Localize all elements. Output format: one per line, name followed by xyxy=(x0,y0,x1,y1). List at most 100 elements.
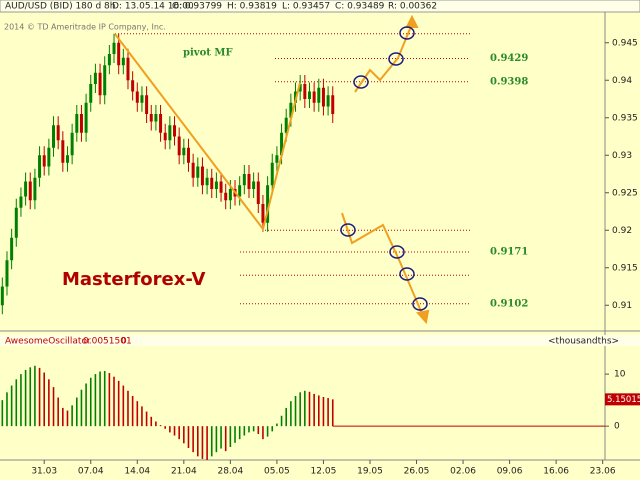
x-tick-label: 05.05 xyxy=(264,467,290,477)
y-tick-label: 0.935 xyxy=(612,113,638,123)
candle-body xyxy=(19,196,23,208)
candle-body xyxy=(0,286,4,306)
candle-body xyxy=(112,42,116,54)
x-tick-label: 19.05 xyxy=(357,467,383,477)
x-tick-label: 09.06 xyxy=(497,467,523,477)
candle-body xyxy=(196,166,200,178)
y-tick-label: 0 xyxy=(614,422,620,432)
brand: Masterforex-V xyxy=(62,269,206,290)
candle-body xyxy=(89,84,93,103)
candle-body xyxy=(210,177,214,189)
candle-body xyxy=(5,260,9,287)
candle-body xyxy=(252,181,256,189)
osc-header xyxy=(0,335,640,346)
candle-body xyxy=(42,155,46,167)
candle-body xyxy=(200,166,204,186)
candle-body xyxy=(191,162,195,178)
candle-body xyxy=(38,155,42,178)
symbol: AUD/USD (BID) 180 d 8h xyxy=(5,2,115,12)
candle-body xyxy=(275,155,279,163)
candle-body xyxy=(168,125,172,141)
x-tick-label: 02.06 xyxy=(450,467,476,477)
candle-body xyxy=(56,125,60,141)
candle-body xyxy=(307,91,311,99)
candle-body xyxy=(224,192,228,201)
candle-body xyxy=(159,114,163,133)
candle-body xyxy=(182,147,186,156)
candle-body xyxy=(177,136,181,156)
candle-body xyxy=(121,57,125,66)
candle-body xyxy=(163,132,167,141)
candle-body xyxy=(131,80,135,92)
y-tick-label: 0.945 xyxy=(612,38,638,48)
candle-body xyxy=(284,117,288,133)
candle-body xyxy=(317,87,321,103)
x-tick-label: 26.05 xyxy=(404,467,430,477)
low: L: 0.93457 xyxy=(282,2,330,12)
x-tick-label: 28.04 xyxy=(217,467,243,477)
osc-units: <thousandths> xyxy=(548,337,619,347)
x-tick-label: 16.06 xyxy=(543,467,569,477)
current-value-box xyxy=(605,393,640,406)
candle-body xyxy=(219,181,223,193)
osc-reading: 0.0051501 xyxy=(83,337,132,347)
candle-body xyxy=(298,84,302,92)
candle-body xyxy=(173,125,177,137)
x-tick-label: 31.03 xyxy=(31,467,57,477)
y-tick-label: 0.925 xyxy=(612,188,638,198)
marker-circle xyxy=(388,52,404,66)
candle-body xyxy=(75,114,79,133)
arrow-head xyxy=(416,309,430,325)
pivot-line xyxy=(114,33,301,232)
level-label: 0.9398 xyxy=(490,76,528,87)
candle-body xyxy=(289,102,293,118)
copyright: 2014 © TD Ameritrade IP Company, Inc. xyxy=(4,23,166,32)
candle-body xyxy=(238,185,242,197)
date: D: 13.05.14 16:00 xyxy=(112,2,194,12)
candle-body xyxy=(266,185,270,223)
candle-body xyxy=(145,95,149,114)
candle-body xyxy=(140,95,144,103)
candle-body xyxy=(24,181,28,197)
markers xyxy=(340,26,428,311)
y-tick-label: 10 xyxy=(614,370,626,380)
y-tick-label: 0.915 xyxy=(612,263,638,273)
high: H: 0.93819 xyxy=(227,2,277,12)
x-tick-label: 12.05 xyxy=(311,467,337,477)
marker-circle xyxy=(399,26,415,40)
candle-body xyxy=(321,87,325,107)
candle-body xyxy=(242,174,246,186)
marker-circle xyxy=(353,75,369,89)
x-tick-label: 23.06 xyxy=(590,467,616,477)
arrow-head xyxy=(405,14,419,28)
candle-body xyxy=(256,181,260,204)
candle-body xyxy=(70,132,74,156)
candle-body xyxy=(117,42,121,66)
y-tick-label: 0.92 xyxy=(612,226,632,236)
level-label: 0.9102 xyxy=(490,298,528,309)
x-tick-label: 14.04 xyxy=(124,467,150,477)
x-tick-label: 21.04 xyxy=(171,467,197,477)
level-label: 0.9171 xyxy=(490,247,528,258)
candle-body xyxy=(103,65,107,96)
candle-body xyxy=(280,132,284,156)
candle-body xyxy=(14,207,18,238)
candle-body xyxy=(270,162,274,186)
marker-circle xyxy=(340,223,356,237)
marker-circle xyxy=(389,245,405,259)
x-tick-label: 07.04 xyxy=(78,467,104,477)
candle-body xyxy=(303,84,307,99)
candle-body xyxy=(52,125,56,148)
y-tick-label: 0.94 xyxy=(612,76,632,86)
candle-body xyxy=(98,72,102,96)
level-label: 0.9429 xyxy=(490,53,528,64)
candle-body xyxy=(331,95,335,114)
candle-body xyxy=(228,189,232,201)
osc-reading2: 0 xyxy=(121,337,127,347)
pivot-label: pivot MF xyxy=(183,48,233,59)
open: O: 0.93799 xyxy=(172,2,222,12)
marker-circle xyxy=(399,267,415,281)
candle-body xyxy=(126,57,130,81)
